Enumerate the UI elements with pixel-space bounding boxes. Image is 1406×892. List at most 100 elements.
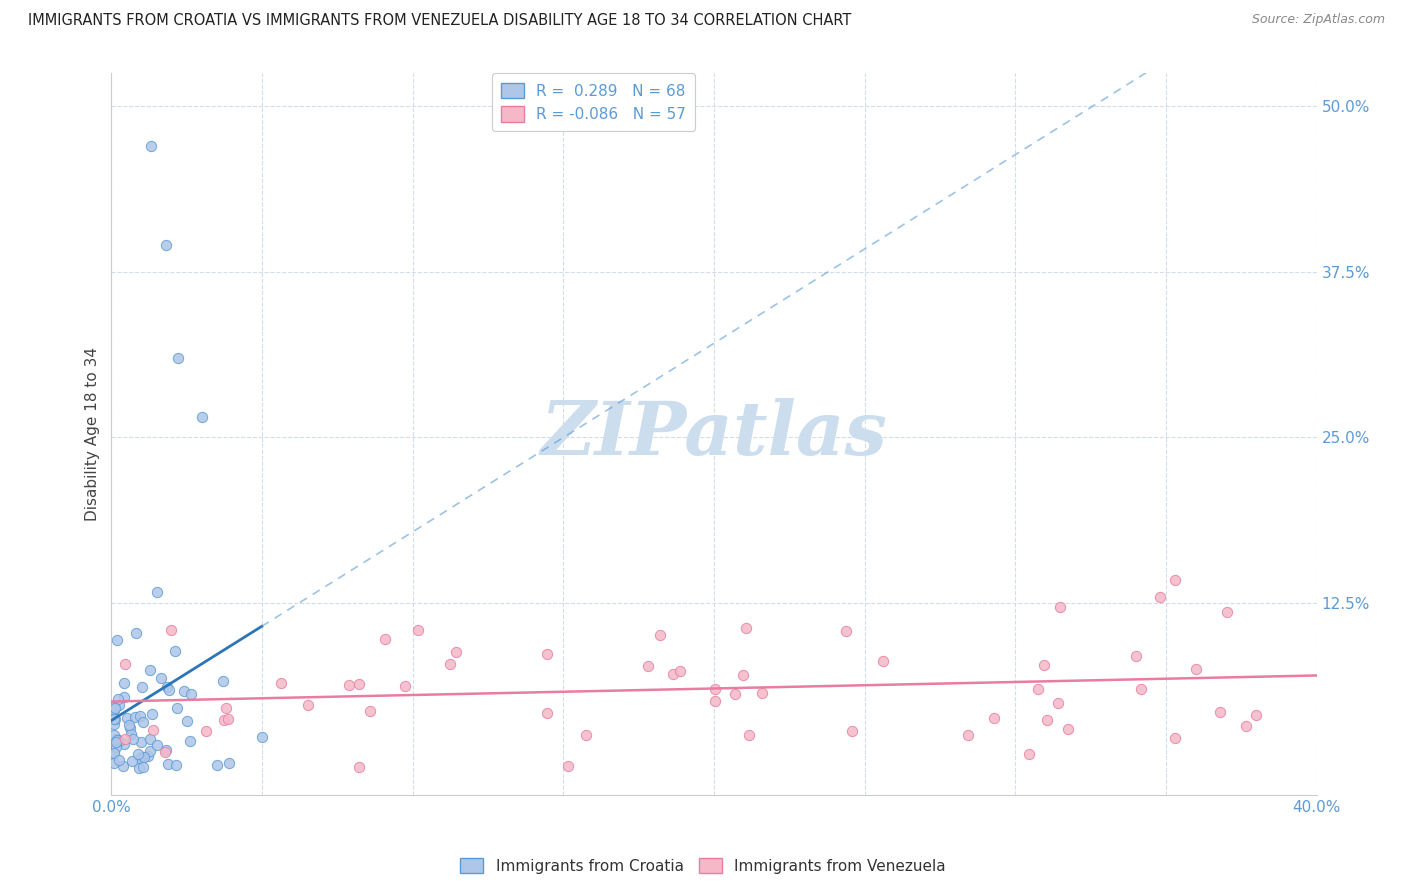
Text: Source: ZipAtlas.com: Source: ZipAtlas.com	[1251, 13, 1385, 27]
Point	[956, 728, 979, 742]
Point	[180, 687, 202, 701]
Point	[141, 706, 163, 721]
Point	[1164, 731, 1187, 745]
Point	[1036, 713, 1059, 727]
Point	[156, 756, 179, 771]
Point	[125, 626, 148, 640]
Point	[662, 667, 685, 681]
Point	[146, 585, 169, 599]
Point	[103, 747, 125, 761]
Point	[157, 683, 180, 698]
Point	[103, 712, 125, 726]
Point	[1046, 696, 1069, 710]
Point	[103, 712, 125, 726]
Point	[218, 756, 240, 771]
Point	[650, 628, 672, 642]
Point	[212, 714, 235, 728]
Point	[841, 724, 863, 739]
Point	[575, 728, 598, 742]
Point	[146, 738, 169, 752]
Point	[374, 632, 396, 646]
Point	[112, 758, 135, 772]
Point	[132, 714, 155, 729]
Legend: R =  0.289   N = 68, R = -0.086   N = 57: R = 0.289 N = 68, R = -0.086 N = 57	[492, 73, 695, 131]
Point	[250, 731, 273, 745]
Point	[179, 734, 201, 748]
Point	[835, 624, 858, 638]
Point	[139, 663, 162, 677]
Point	[215, 701, 238, 715]
Point	[112, 675, 135, 690]
Point	[159, 624, 181, 638]
Point	[118, 718, 141, 732]
Point	[120, 727, 142, 741]
Point	[153, 745, 176, 759]
Point	[751, 686, 773, 700]
Point	[134, 750, 156, 764]
Point	[1057, 723, 1080, 737]
Point	[103, 700, 125, 714]
Point	[103, 703, 125, 717]
Point	[136, 748, 159, 763]
Point	[983, 711, 1005, 725]
Point	[166, 351, 188, 365]
Point	[112, 690, 135, 705]
Point	[108, 753, 131, 767]
Point	[1246, 708, 1268, 723]
Point	[103, 700, 125, 714]
Point	[738, 728, 761, 742]
Point	[703, 682, 725, 697]
Point	[103, 716, 125, 731]
Point	[166, 700, 188, 714]
Point	[217, 712, 239, 726]
Point	[1209, 706, 1232, 720]
Point	[139, 138, 162, 153]
Point	[103, 756, 125, 770]
Point	[735, 621, 758, 635]
Point	[105, 732, 128, 747]
Point	[127, 747, 149, 761]
Point	[107, 692, 129, 706]
Point	[872, 654, 894, 668]
Point	[1215, 605, 1237, 619]
Point	[129, 734, 152, 748]
Point	[536, 706, 558, 720]
Point	[194, 723, 217, 738]
Point	[339, 678, 361, 692]
Point	[121, 754, 143, 768]
Text: IMMIGRANTS FROM CROATIA VS IMMIGRANTS FROM VENEZUELA DISABILITY AGE 18 TO 34 COR: IMMIGRANTS FROM CROATIA VS IMMIGRANTS FR…	[28, 13, 852, 29]
Point	[114, 657, 136, 672]
Point	[176, 714, 198, 729]
Point	[704, 694, 727, 708]
Point	[359, 705, 381, 719]
Point	[131, 680, 153, 694]
Point	[1032, 657, 1054, 672]
Point	[1149, 591, 1171, 605]
Point	[1129, 682, 1152, 697]
Point	[1049, 599, 1071, 614]
Point	[406, 624, 429, 638]
Y-axis label: Disability Age 18 to 34: Disability Age 18 to 34	[86, 347, 100, 521]
Point	[103, 728, 125, 742]
Point	[132, 760, 155, 774]
Point	[105, 632, 128, 647]
Point	[118, 721, 141, 735]
Point	[121, 732, 143, 747]
Point	[139, 731, 162, 746]
Point	[114, 731, 136, 746]
Point	[1018, 747, 1040, 761]
Point	[270, 676, 292, 690]
Point	[637, 658, 659, 673]
Point	[1164, 573, 1187, 587]
Point	[205, 757, 228, 772]
Point	[105, 735, 128, 749]
Legend: Immigrants from Croatia, Immigrants from Venezuela: Immigrants from Croatia, Immigrants from…	[454, 852, 952, 880]
Point	[1185, 662, 1208, 676]
Point	[347, 677, 370, 691]
Text: ZIPatlas: ZIPatlas	[540, 398, 887, 470]
Point	[155, 743, 177, 757]
Point	[112, 737, 135, 751]
Point	[165, 644, 187, 658]
Point	[124, 709, 146, 723]
Point	[108, 698, 131, 713]
